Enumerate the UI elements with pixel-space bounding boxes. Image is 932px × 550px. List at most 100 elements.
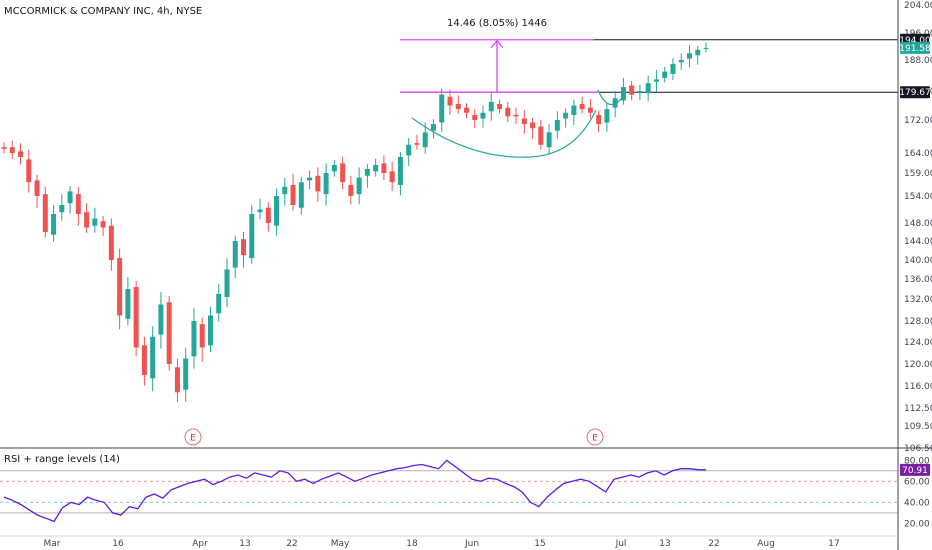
candles bbox=[1, 42, 709, 403]
candle-body bbox=[150, 336, 156, 379]
rsi-line: 70.91 bbox=[3, 459, 930, 523]
candle-body bbox=[596, 114, 602, 125]
candle-body bbox=[364, 169, 370, 176]
price-badge-text: 179.67 bbox=[899, 88, 931, 98]
candle-body bbox=[249, 214, 255, 259]
candle-body bbox=[554, 120, 560, 131]
time-tick-label: 22 bbox=[286, 539, 297, 549]
time-tick-label: Mar bbox=[44, 539, 61, 549]
price-tick-label: 144.00 bbox=[904, 237, 932, 247]
earnings-markers[interactable]: E E bbox=[184, 428, 604, 446]
price-tick-label: 159.00 bbox=[904, 169, 932, 179]
candle-body bbox=[703, 47, 709, 49]
cup-arc bbox=[411, 89, 627, 158]
time-tick-label: May bbox=[331, 539, 350, 549]
candle-body bbox=[158, 304, 164, 335]
time-tick-label: 13 bbox=[239, 539, 250, 549]
candle-body bbox=[653, 79, 659, 82]
price-tick-label: 148.00 bbox=[904, 219, 932, 229]
time-tick-label: 17 bbox=[828, 539, 839, 549]
candle-body bbox=[505, 107, 511, 117]
handle-curve[interactable] bbox=[597, 89, 627, 106]
candle-body bbox=[224, 269, 230, 297]
price-badge bbox=[900, 86, 930, 99]
chart-title: MCCORMICK & COMPANY INC, 4h, NYSE bbox=[4, 6, 202, 17]
candle-body bbox=[117, 258, 123, 316]
candle-body bbox=[629, 85, 635, 95]
candle-body bbox=[174, 367, 180, 393]
price-tick-label: 204.00 bbox=[904, 1, 932, 11]
candle-body bbox=[108, 225, 114, 260]
candle-body bbox=[183, 358, 189, 390]
cup-curve[interactable] bbox=[411, 109, 597, 158]
time-tick-label: 22 bbox=[708, 539, 719, 549]
candle-body bbox=[323, 173, 329, 195]
candle-body bbox=[207, 315, 213, 346]
earnings-marker-2[interactable] bbox=[586, 428, 604, 446]
price-axis[interactable]: 204.00196.00188.00180.00172.00164.00159.… bbox=[904, 1, 932, 454]
rsi-tick-label: 20.00 bbox=[904, 519, 930, 529]
rsi-axis[interactable]: 80.00 60.00 40.00 20.00 bbox=[904, 456, 930, 529]
candle-body bbox=[1, 147, 7, 149]
candle-body bbox=[18, 151, 24, 157]
candle-body bbox=[538, 126, 544, 145]
price-tick-label: 140.00 bbox=[904, 256, 932, 266]
candle-body bbox=[381, 163, 387, 173]
candle-body bbox=[26, 159, 32, 183]
time-tick-label: Jul bbox=[615, 539, 627, 549]
price-badge bbox=[900, 41, 930, 54]
candle-body bbox=[480, 112, 486, 119]
candle-body bbox=[546, 132, 552, 148]
candle-body bbox=[274, 196, 280, 226]
candle-body bbox=[430, 124, 436, 131]
earnings-marker-2-label: E bbox=[592, 434, 598, 444]
candle-body bbox=[331, 165, 337, 172]
time-tick-label: 16 bbox=[112, 539, 124, 549]
candle-body bbox=[686, 53, 692, 59]
time-tick-label: 13 bbox=[659, 539, 670, 549]
candle-body bbox=[133, 287, 139, 348]
candle-body bbox=[406, 144, 412, 156]
candle-body bbox=[463, 107, 469, 113]
price-tick-label: 136.00 bbox=[904, 275, 932, 285]
candle-body bbox=[513, 114, 519, 117]
candle-body bbox=[51, 214, 57, 235]
candle-body bbox=[422, 132, 428, 148]
price-tick-label: 124.00 bbox=[904, 338, 932, 348]
time-axis[interactable]: Mar 16 Apr 13 22 May 18 Jun 15 Jul 13 22 Aug 17 bbox=[44, 539, 840, 549]
candle-body bbox=[397, 157, 403, 185]
measure-label: 14.46 (8.05%) 1446 bbox=[447, 18, 547, 29]
price-tick-label: 116.00 bbox=[904, 382, 932, 392]
rsi-badge-text: 70.91 bbox=[902, 466, 928, 476]
rsi-tick-label: 40.00 bbox=[904, 498, 930, 508]
candle-body bbox=[389, 171, 395, 183]
candle-body bbox=[282, 186, 288, 195]
candle-body bbox=[414, 143, 420, 145]
price-tick-label: 172.00 bbox=[904, 116, 932, 126]
candle-body bbox=[356, 177, 362, 195]
candle-body bbox=[497, 104, 503, 110]
candle-body bbox=[662, 71, 668, 78]
candle-body bbox=[563, 112, 569, 119]
candle-body bbox=[612, 98, 618, 108]
candle-body bbox=[42, 194, 48, 232]
candle-body bbox=[84, 212, 90, 228]
time-tick-label: Jun bbox=[464, 539, 479, 549]
candle-body bbox=[348, 184, 354, 196]
price-tick-label: 128.00 bbox=[904, 317, 932, 327]
candle-body bbox=[166, 302, 172, 364]
earnings-marker-1-label: E bbox=[190, 434, 196, 444]
earnings-marker-1[interactable] bbox=[184, 428, 202, 446]
candle-body bbox=[571, 105, 577, 115]
candle-body bbox=[340, 163, 346, 183]
candle-body bbox=[191, 321, 197, 357]
candle-body bbox=[637, 91, 643, 94]
candle-body bbox=[530, 122, 536, 129]
candle-body bbox=[472, 114, 478, 120]
candle-body bbox=[298, 182, 304, 208]
candle-body bbox=[678, 60, 684, 63]
candle-body bbox=[199, 324, 205, 348]
candle-body bbox=[455, 104, 461, 110]
